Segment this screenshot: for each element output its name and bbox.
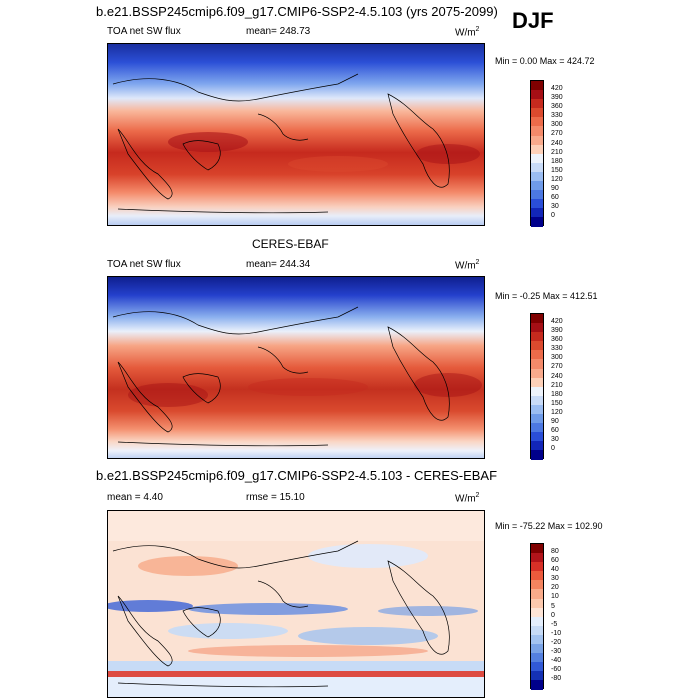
panel2-minmax-label: Min = -0.25 Max = 412.51 (495, 291, 598, 301)
panel1-title: b.e21.BSSP245cmip6.f09_g17.CMIP6-SSP2-4.… (96, 4, 498, 19)
season-label: DJF (512, 8, 554, 33)
panel1-minmax-label: Min = 0.00 Max = 424.72 (495, 56, 595, 66)
panel1-variable-label: TOA net SW flux (107, 26, 181, 37)
panel2-map-field (108, 277, 484, 458)
panel3-rmse-label: rmse = 15.10 (246, 492, 305, 503)
panel2-variable-label: TOA net SW flux (107, 259, 181, 270)
panel2-units-label: W/m2 (455, 259, 480, 272)
panel3-units-label: W/m2 (455, 492, 480, 505)
panel3-colorbar (530, 543, 544, 690)
panel1-map-field (108, 44, 484, 225)
panel2-colorbar-ticks: 420 390 360 330 300 270 240 210 180 150 … (551, 318, 563, 453)
panel2-colorbar (530, 313, 544, 460)
panel3-map (107, 510, 485, 698)
panel1-map (107, 43, 485, 226)
panel1-mean-label: mean= 248.73 (246, 26, 311, 37)
panel2-map (107, 276, 485, 459)
panel3-mean-label: mean = 4.40 (107, 492, 163, 503)
panel3-title: b.e21.BSSP245cmip6.f09_g17.CMIP6-SSP2-4.… (96, 468, 498, 483)
panel1-colorbar-ticks: 420 390 360 330 300 270 240 210 180 150 … (551, 85, 563, 220)
panel3-map-field (108, 511, 484, 697)
panel1-colorbar (530, 80, 544, 227)
panel3-minmax-label: Min = -75.22 Max = 102.90 (495, 521, 603, 531)
panel2-mean-label: mean= 244.34 (246, 259, 311, 270)
panel2-title: CERES-EBAF (252, 237, 329, 251)
panel3-colorbar-ticks: 80 60 40 30 20 10 5 0 -5 -10 -20 -30 -40… (551, 548, 562, 683)
panel1-units-label: W/m2 (455, 26, 480, 39)
